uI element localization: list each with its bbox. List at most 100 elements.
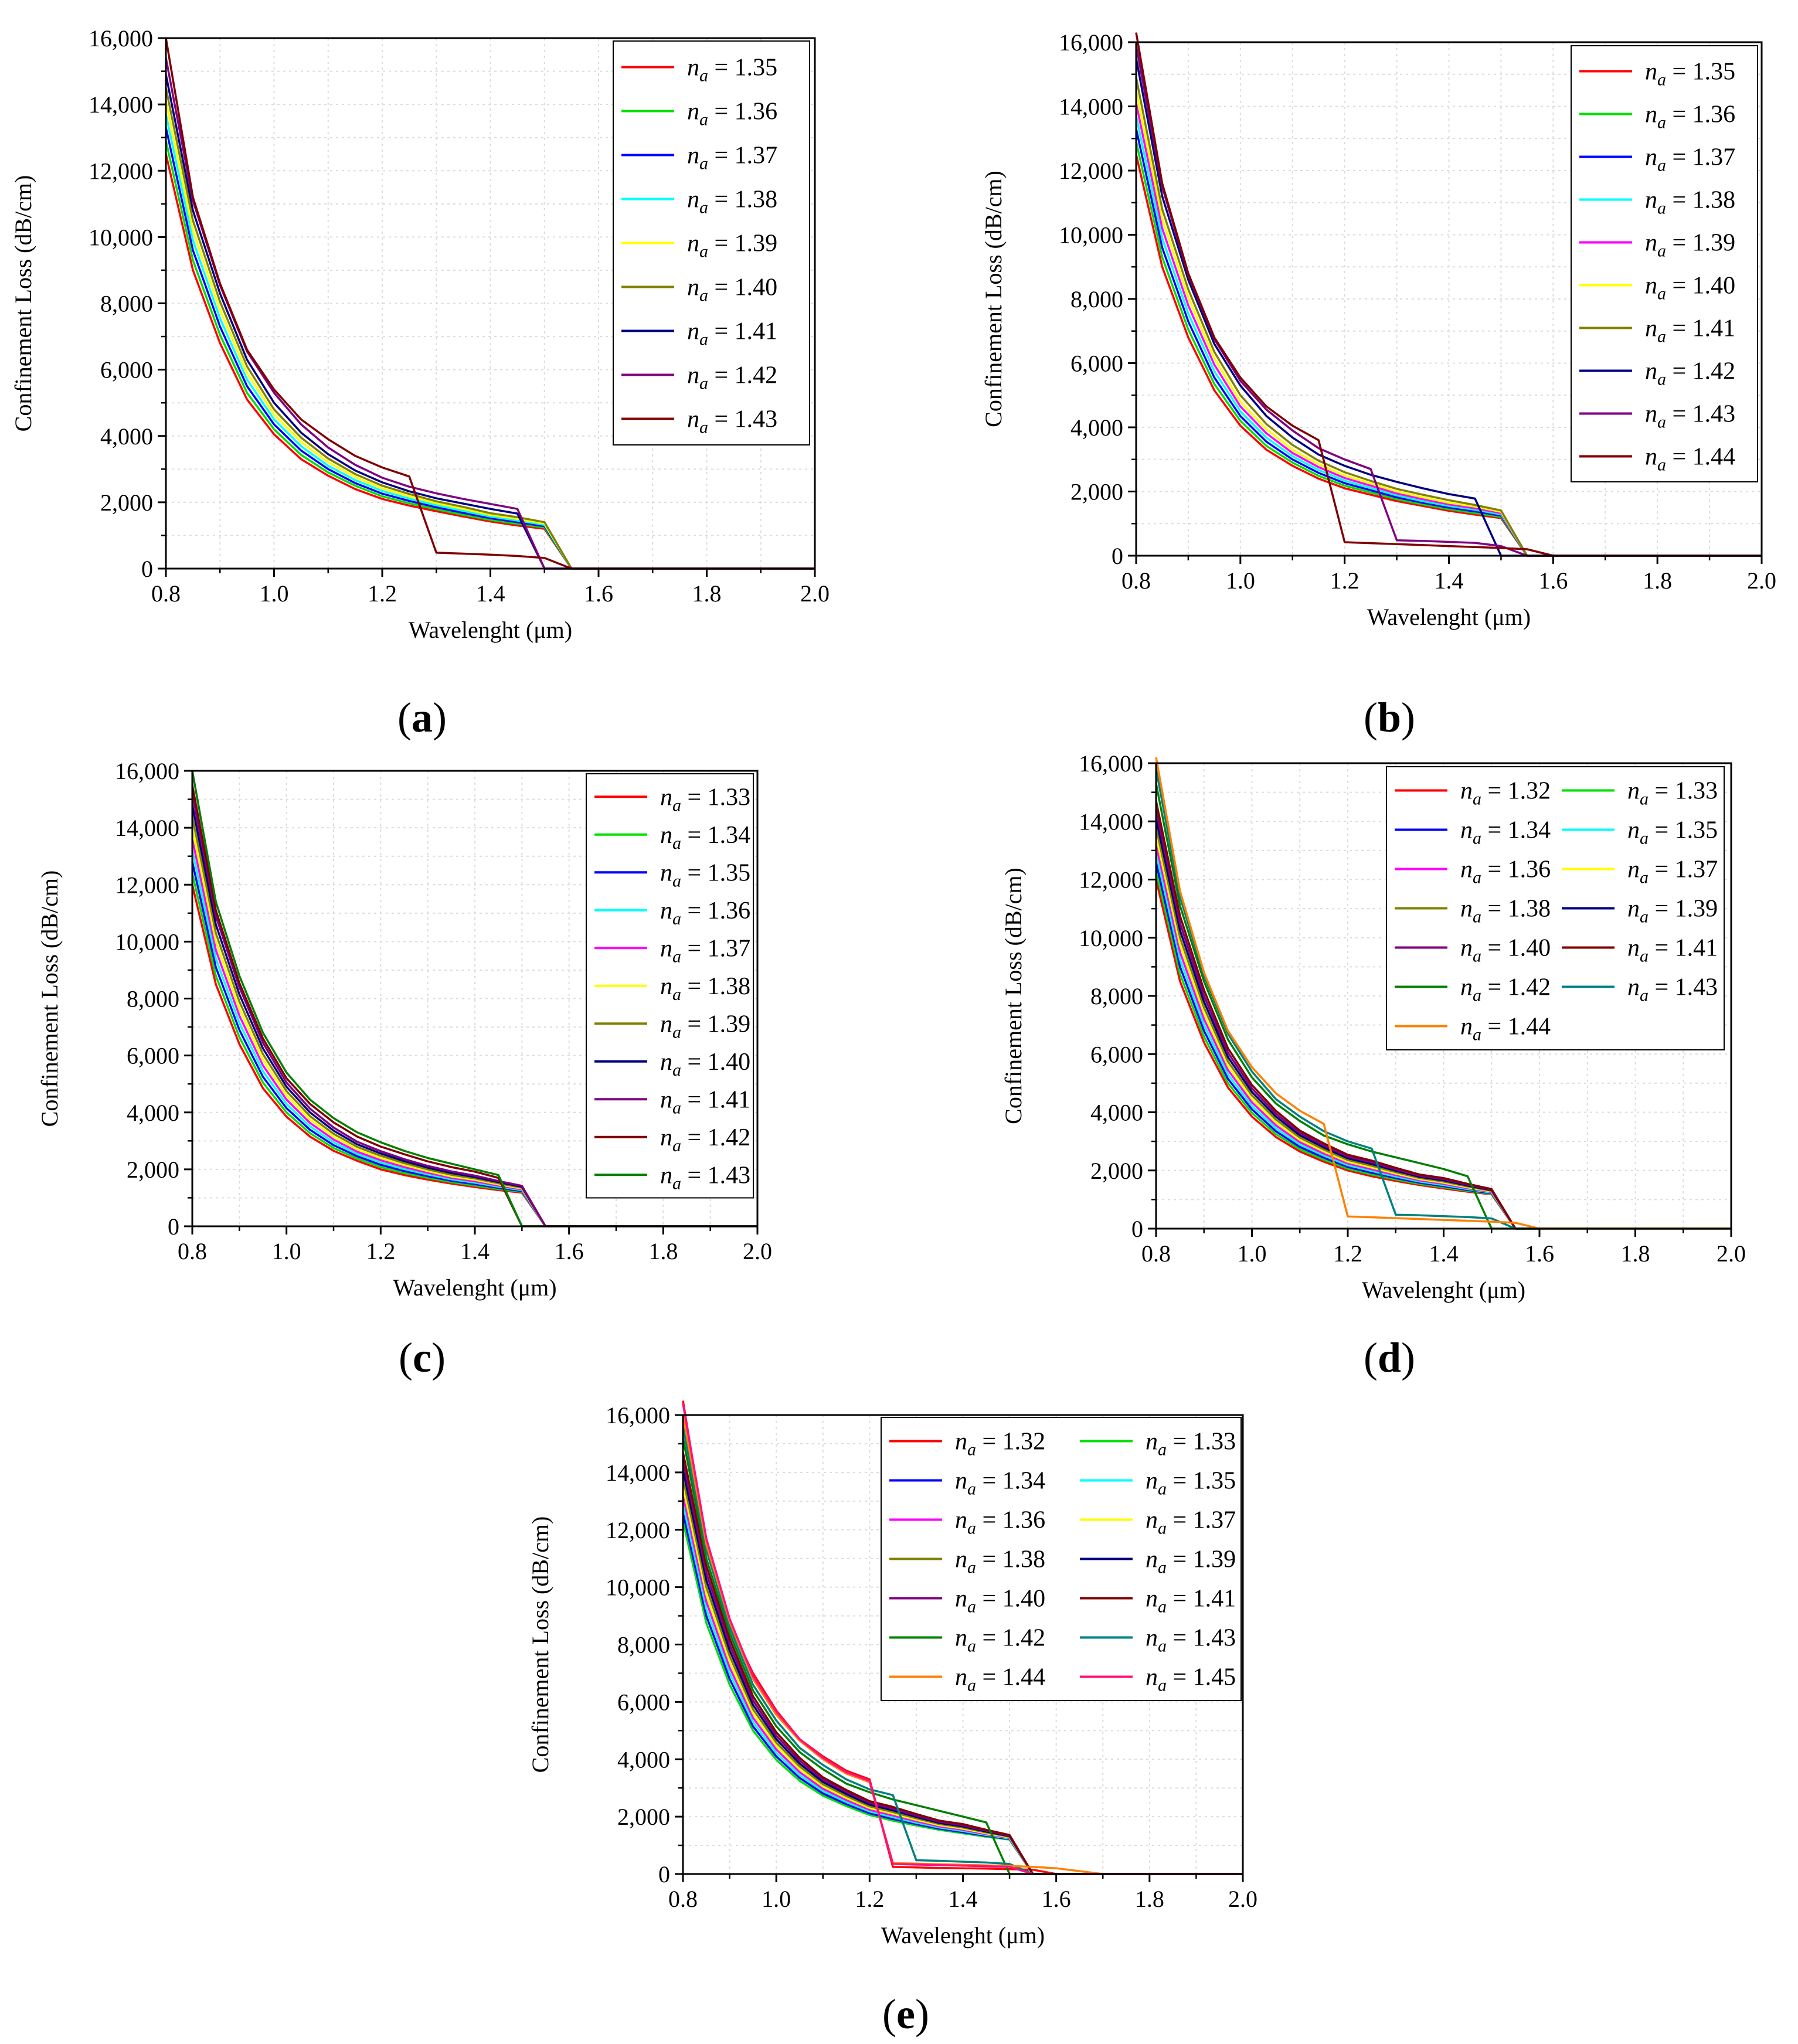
x-tick-label: 0.8 [178, 1238, 207, 1264]
y-tick-label: 14,000 [89, 91, 153, 118]
legend-label: na = 1.43 [1627, 974, 1718, 1005]
y-tick-label: 12,000 [606, 1517, 670, 1543]
x-tick-label: 1.8 [1621, 1240, 1650, 1267]
legend-item: na = 1.40 [1395, 935, 1551, 966]
legend-label: na = 1.36 [955, 1507, 1045, 1538]
y-tick-label: 4,000 [127, 1100, 179, 1126]
x-tick-label: 1.0 [272, 1238, 301, 1264]
y-tick-label: 6,000 [127, 1043, 179, 1069]
x-tick-label: 1.8 [1643, 567, 1672, 594]
y-tick-label: 14,000 [1059, 94, 1123, 120]
legend-label: na = 1.43 [1146, 1625, 1236, 1656]
legend-label: na = 1.42 [1460, 974, 1551, 1005]
legend-label: na = 1.34 [1460, 817, 1551, 848]
legend-item: na = 1.38 [889, 1546, 1045, 1577]
legend-item: na = 1.44 [1579, 444, 1735, 475]
legend-item: na = 1.43 [621, 406, 777, 437]
y-tick-label: 2,000 [100, 489, 153, 516]
legend-item: na = 1.42 [1579, 358, 1735, 389]
y-tick-label: 8,000 [100, 291, 153, 317]
legend-label: na = 1.36 [1460, 856, 1551, 887]
legend-item: na = 1.45 [1080, 1664, 1236, 1695]
y-tick-label: 10,000 [89, 224, 153, 250]
legend-label: na = 1.38 [955, 1546, 1045, 1577]
legend-label: na = 1.41 [1645, 315, 1735, 346]
legend-label: na = 1.34 [660, 822, 750, 853]
legend-label: na = 1.34 [955, 1468, 1045, 1499]
legend-label: na = 1.35 [687, 55, 777, 86]
chart-panel-c: 0.8 1.0 1.2 1.4 1.6 1.8 2.0 0 2,000 4,000 6,000 8,0… [36, 758, 772, 1301]
x-tick-label: 1.4 [460, 1238, 490, 1264]
x-tick-label: 1.0 [1226, 567, 1255, 594]
legend-label: na = 1.41 [687, 318, 777, 349]
y-axis-label-d: Confinement Loss (dB/cm) [1000, 868, 1027, 1124]
legend-item: na = 1.42 [889, 1625, 1045, 1656]
x-tick-label: 1.4 [476, 580, 505, 607]
y-tick-label: 4,000 [1070, 414, 1123, 441]
legend-label: na = 1.37 [687, 142, 777, 174]
legend-label: na = 1.43 [1645, 401, 1735, 432]
legend-item: na = 1.43 [1080, 1625, 1236, 1656]
x-tick-label: 1.0 [260, 580, 289, 607]
legend-item: na = 1.34 [594, 822, 750, 853]
legend-item: na = 1.44 [889, 1664, 1045, 1695]
legend-item: na = 1.38 [1579, 187, 1735, 218]
legend-item: na = 1.36 [1579, 101, 1735, 132]
y-axis-label-a: Confinement Loss (dB/cm) [10, 175, 36, 432]
x-tick-label: 1.2 [855, 1886, 884, 1912]
y-tick-label: 10,000 [606, 1574, 670, 1601]
legend-label: na = 1.32 [955, 1429, 1045, 1460]
panel-label-a: (a) [397, 694, 447, 741]
y-tick-label: 14,000 [1079, 808, 1143, 835]
legend-label: na = 1.35 [660, 859, 750, 890]
x-tick-label: 0.8 [1121, 567, 1151, 594]
legend-label: na = 1.39 [1627, 896, 1718, 927]
x-tick-label: 0.8 [668, 1886, 698, 1912]
legend-item: na = 1.41 [1562, 935, 1718, 966]
x-axis-label-d: Wavelenght (μm) [1362, 1277, 1525, 1303]
legend-item: na = 1.42 [621, 362, 777, 393]
x-axis-label-b: Wavelenght (μm) [1367, 604, 1531, 630]
x-tick-label: 1.2 [368, 580, 397, 607]
legend-label: na = 1.35 [1645, 59, 1735, 90]
legend-item: na = 1.39 [621, 230, 777, 261]
y-tick-label: 0 [168, 1213, 179, 1240]
legend-a: na = 1.35 na = 1.36 na = 1.37 na = 1.38 na =… [613, 40, 810, 445]
legend-item: na = 1.38 [1395, 896, 1551, 927]
legend-label: na = 1.39 [1146, 1546, 1236, 1577]
x-tick-label: 2.0 [1747, 567, 1776, 594]
y-tick-label: 14,000 [115, 815, 179, 841]
y-tick-label: 10,000 [115, 929, 179, 955]
y-tick-label: 16,000 [115, 758, 179, 784]
legend-item: na = 1.37 [1080, 1507, 1236, 1538]
legend-item: na = 1.43 [1579, 401, 1735, 432]
legend-label: na = 1.37 [1627, 856, 1718, 887]
y-tick-label: 2,000 [1090, 1158, 1143, 1184]
legend-label: na = 1.39 [1645, 230, 1735, 261]
legend-label: na = 1.37 [1146, 1507, 1236, 1538]
legend-item: na = 1.35 [594, 859, 750, 890]
x-tick-label: 1.8 [692, 580, 722, 607]
legend-item: na = 1.40 [621, 274, 777, 305]
x-tick-label: 1.4 [1429, 1240, 1459, 1267]
legend-label: na = 1.42 [1645, 358, 1735, 389]
legend-item: na = 1.40 [594, 1049, 750, 1080]
x-tick-label: 1.4 [1435, 567, 1464, 594]
legend-item: na = 1.36 [1395, 856, 1551, 887]
legend-label: na = 1.38 [660, 973, 750, 1004]
legend-item: na = 1.35 [1562, 817, 1718, 848]
legend-label: na = 1.37 [1645, 144, 1735, 175]
legend-c: na = 1.33 na = 1.34 na = 1.35 na = 1.36 na =… [586, 773, 754, 1199]
legend-item: na = 1.37 [1579, 144, 1735, 175]
legend-item: na = 1.37 [621, 142, 777, 174]
x-tick-label: 1.6 [1538, 567, 1568, 594]
y-tick-label: 8,000 [617, 1632, 670, 1658]
x-axis-label-a: Wavelenght (μm) [409, 617, 572, 643]
y-tick-label: 0 [141, 556, 153, 582]
legend-label: na = 1.35 [1627, 817, 1718, 848]
legend-label: na = 1.43 [687, 406, 777, 437]
y-tick-label: 12,000 [1059, 158, 1123, 184]
legend-item: na = 1.39 [1080, 1546, 1236, 1577]
legend-item: na = 1.32 [1395, 778, 1551, 809]
